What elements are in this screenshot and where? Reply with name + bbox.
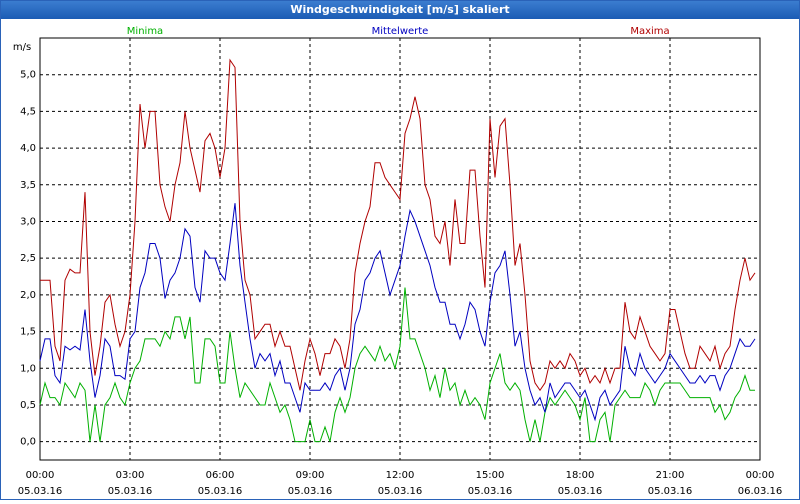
x-tick-date: 05.03.16 <box>378 486 423 497</box>
chart-title: Windgeschwindigkeit [m/s] skaliert <box>290 3 509 16</box>
legend-label: Minima <box>127 26 163 37</box>
series-line <box>40 58 756 392</box>
x-tick-date: 05.03.16 <box>468 486 513 497</box>
title-bar <box>0 0 800 19</box>
x-tick-label: 21:00 <box>656 470 685 481</box>
y-tick-label: 1,5 <box>20 327 36 338</box>
y-tick-label: 5,0 <box>20 70 36 81</box>
y-tick-label: 4,0 <box>20 143 36 154</box>
y-tick-label: 2,0 <box>20 290 36 301</box>
y-tick-label: 1,0 <box>20 363 36 374</box>
x-tick-date: 06.03.16 <box>738 486 783 497</box>
y-tick-label: 3,5 <box>20 180 36 191</box>
y-tick-label: 0,0 <box>20 437 36 448</box>
legend-label: Mittelwerte <box>372 26 429 37</box>
x-tick-label: 00:00 <box>746 470 775 481</box>
x-tick-date: 05.03.16 <box>108 486 153 497</box>
y-axis-label: m/s <box>13 42 31 53</box>
x-tick-label: 15:00 <box>476 470 505 481</box>
x-tick-label: 06:00 <box>206 470 235 481</box>
x-tick-date: 05.03.16 <box>558 486 603 497</box>
x-tick-label: 09:00 <box>296 470 325 481</box>
x-tick-date: 05.03.16 <box>288 486 333 497</box>
x-tick-label: 18:00 <box>566 470 595 481</box>
plot-frame <box>39 37 761 461</box>
legend-label: Maxima <box>630 26 669 37</box>
x-tick-label: 03:00 <box>116 470 145 481</box>
y-tick-label: 2,5 <box>20 253 36 264</box>
x-tick-date: 05.03.16 <box>198 486 243 497</box>
y-tick-label: 4,5 <box>20 106 36 117</box>
y-tick-label: 3,0 <box>20 216 36 227</box>
series-line <box>39 287 755 443</box>
series-line <box>39 203 756 422</box>
x-tick-date: 05.03.16 <box>648 486 693 497</box>
x-tick-date: 05.03.16 <box>18 486 63 497</box>
x-tick-label: 12:00 <box>386 470 415 481</box>
x-tick-label: 00:00 <box>26 470 55 481</box>
y-tick-label: 0,5 <box>20 400 36 411</box>
